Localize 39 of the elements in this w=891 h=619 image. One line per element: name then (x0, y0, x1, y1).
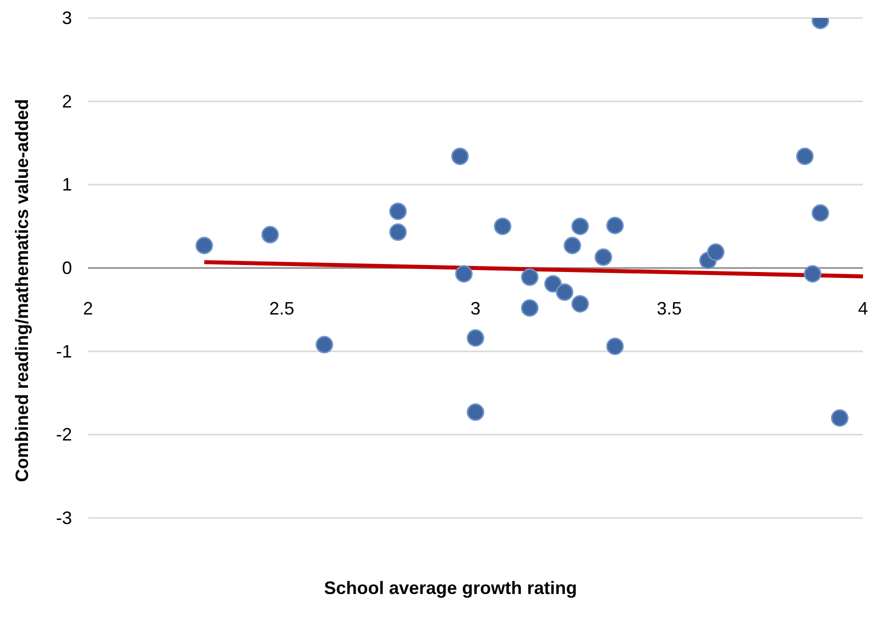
point (564, 236, 582, 254)
x-tick-label: 3.5 (656, 298, 682, 318)
y-tick-label: -1 (56, 341, 72, 362)
point (466, 329, 484, 347)
y-tick-label: 2 (62, 91, 72, 112)
point (389, 202, 407, 220)
point (451, 148, 469, 166)
point (544, 275, 562, 293)
y-tick-label: -3 (56, 508, 72, 528)
x-tick-label: 3 (470, 298, 481, 318)
point (466, 403, 484, 421)
point (455, 265, 473, 283)
x-tick-label: 4 (858, 298, 868, 318)
y-axis-title: Combined reading/mathematics value-added (12, 98, 34, 482)
point (521, 268, 538, 286)
point (556, 283, 574, 301)
y-tick-label: 3 (62, 8, 72, 28)
point (316, 336, 334, 354)
point (606, 216, 624, 234)
point (494, 218, 512, 236)
point (196, 236, 213, 254)
point (389, 223, 407, 241)
point (606, 338, 624, 356)
point (571, 218, 589, 236)
y-tick-label: 1 (62, 174, 72, 195)
x-tick-label: 2 (82, 298, 94, 318)
y-tick-label: -2 (56, 424, 72, 445)
point (521, 299, 538, 317)
point (261, 226, 279, 244)
x-tick-label: 2.5 (269, 298, 294, 318)
point (707, 243, 724, 261)
point (831, 409, 848, 427)
point (594, 248, 612, 266)
point (804, 265, 822, 283)
y-tick-label: 0 (62, 258, 72, 278)
x-axis-title: School average growth rating (322, 578, 578, 599)
point (571, 295, 589, 313)
point (796, 148, 814, 166)
point (812, 204, 830, 222)
